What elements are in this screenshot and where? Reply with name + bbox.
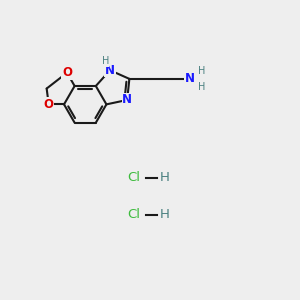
Text: H: H <box>102 56 109 66</box>
Text: N: N <box>122 94 132 106</box>
Text: O: O <box>62 66 72 79</box>
Text: H: H <box>160 172 170 184</box>
Text: H: H <box>197 82 205 92</box>
Text: H: H <box>160 208 170 221</box>
Text: O: O <box>44 98 54 111</box>
Text: N: N <box>184 72 194 86</box>
Text: N: N <box>105 64 115 77</box>
Text: H: H <box>197 66 205 76</box>
Text: Cl: Cl <box>127 208 140 221</box>
Text: Cl: Cl <box>127 172 140 184</box>
